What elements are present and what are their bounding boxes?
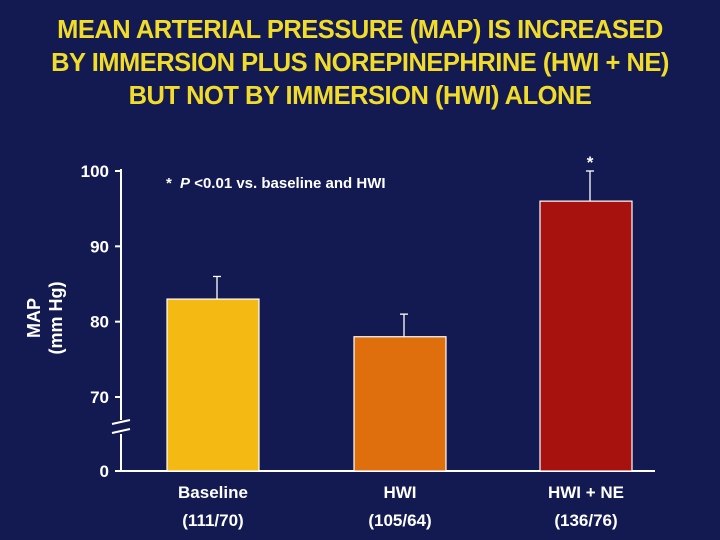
chart-marks: 0 70 80 90 100 Baseline (111/70) HWI (105/64) * HW… <box>81 153 655 530</box>
bar-2 <box>353 336 447 472</box>
y-tick-label-80: 80 <box>90 313 109 332</box>
significance-note-text: <0.01 vs. baseline and HWI <box>194 175 385 192</box>
y-tick-label-90: 90 <box>90 237 109 256</box>
bar-3 <box>539 200 633 472</box>
axis-break-mark-upper <box>111 419 131 425</box>
y-axis-label-line-1: MAP <box>24 298 44 338</box>
axis-break-mark-lower <box>111 428 131 434</box>
category-label-3: HWI + NE <box>548 483 624 502</box>
category-label-2: HWI <box>383 483 416 502</box>
category-sublabel-2: (105/64) <box>368 511 431 530</box>
significance-note: * P <0.01 vs. baseline and HWI <box>166 175 386 192</box>
bar-1 <box>166 298 260 472</box>
y-tick-label-0: 0 <box>100 462 109 481</box>
significance-note-p: P <box>180 175 191 192</box>
significance-marker-3: * <box>587 153 594 172</box>
y-axis-label-line-2: (mm Hg) <box>46 282 66 355</box>
title-line-2: BY IMMERSION PLUS NOREPINEPHRINE (HWI + … <box>51 49 669 77</box>
title-line-3: BUT NOT BY IMMERSION (HWI) ALONE <box>128 82 592 110</box>
y-tick-label-100: 100 <box>81 162 109 181</box>
category-sublabel-1: (111/70) <box>182 511 243 530</box>
title-line-1: MEAN ARTERIAL PRESSURE (MAP) IS INCREASE… <box>57 16 663 44</box>
category-sublabel-3: (136/76) <box>554 511 617 530</box>
category-label-1: Baseline <box>178 483 248 502</box>
significance-note-star: * <box>166 175 172 192</box>
chart-title: MEAN ARTERIAL PRESSURE (MAP) IS INCREASE… <box>0 14 720 113</box>
y-tick-label-70: 70 <box>90 388 109 407</box>
